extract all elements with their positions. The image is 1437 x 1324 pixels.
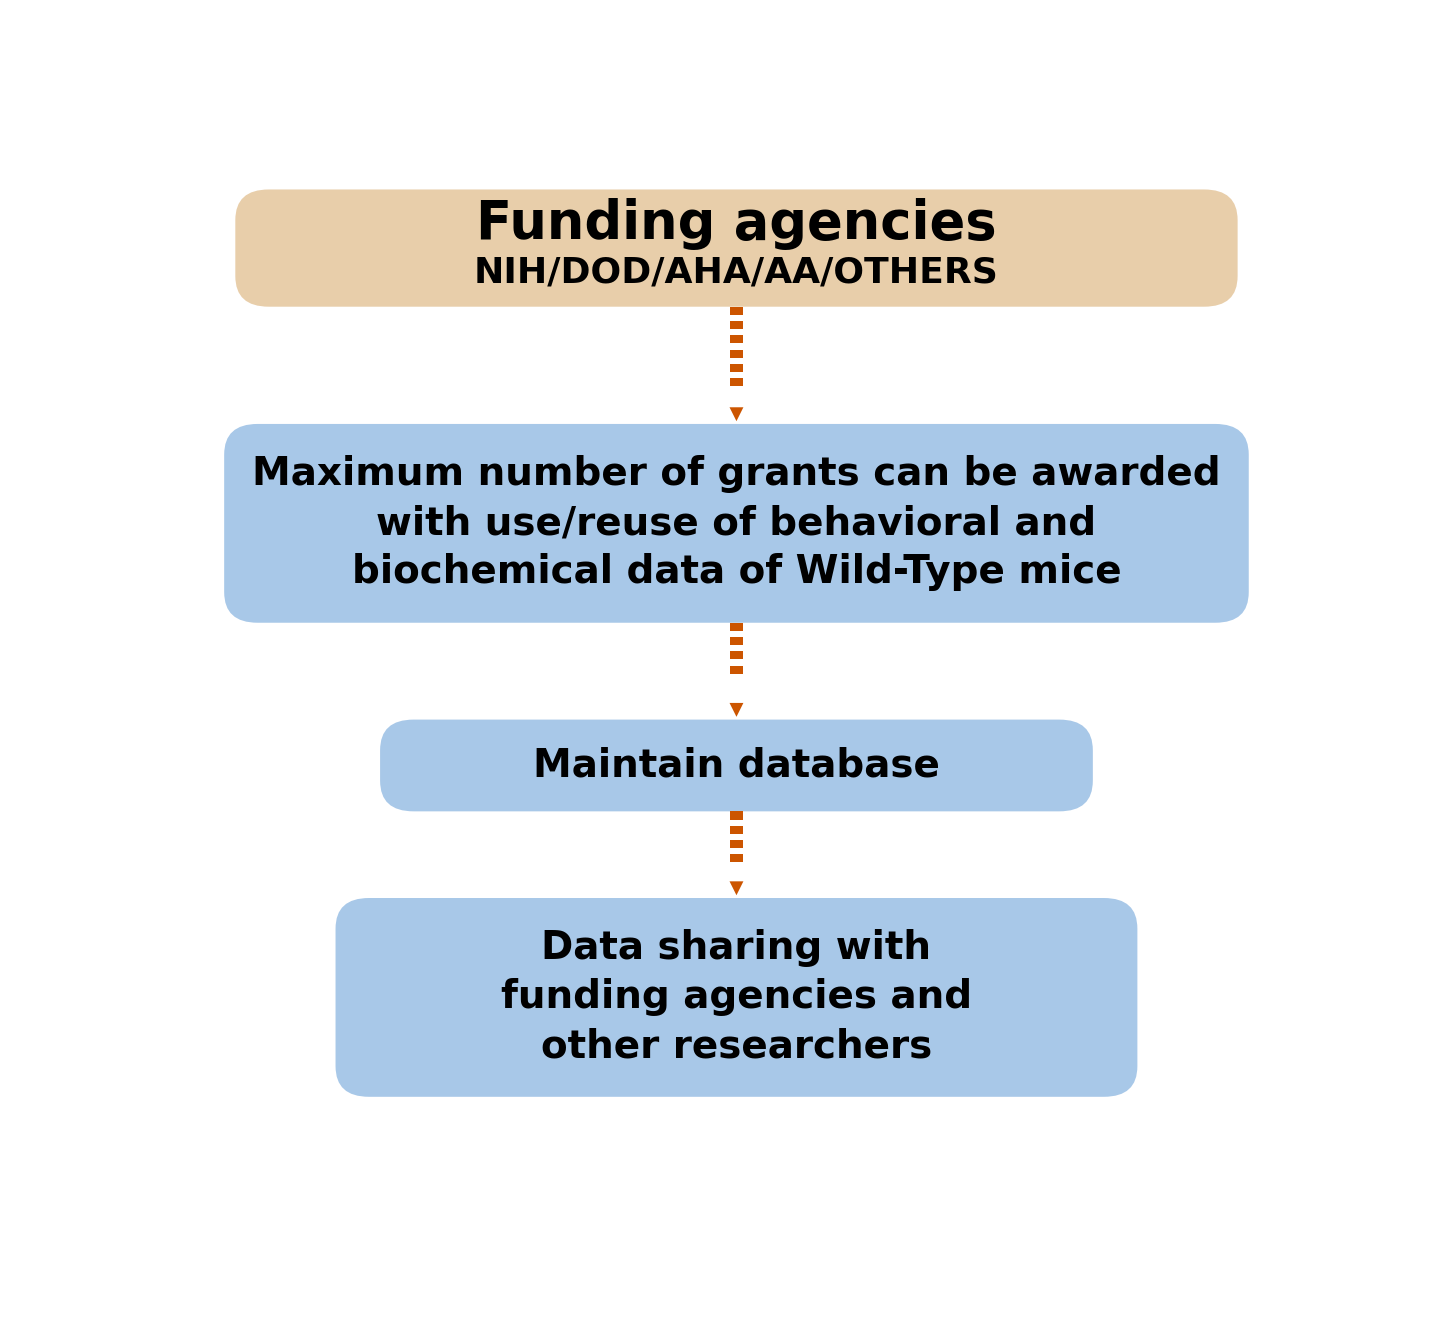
FancyBboxPatch shape (335, 898, 1138, 1096)
FancyBboxPatch shape (730, 335, 743, 343)
FancyBboxPatch shape (379, 720, 1094, 812)
Text: biochemical data of Wild-Type mice: biochemical data of Wild-Type mice (352, 553, 1121, 592)
FancyBboxPatch shape (730, 839, 743, 849)
Text: funding agencies and: funding agencies and (502, 978, 971, 1017)
Text: Maintain database: Maintain database (533, 747, 940, 785)
Text: Data sharing with: Data sharing with (542, 929, 931, 968)
FancyBboxPatch shape (730, 637, 743, 645)
FancyBboxPatch shape (730, 826, 743, 834)
Text: with use/reuse of behavioral and: with use/reuse of behavioral and (376, 504, 1096, 543)
FancyBboxPatch shape (730, 320, 743, 330)
FancyBboxPatch shape (730, 379, 743, 387)
FancyBboxPatch shape (730, 666, 743, 674)
FancyBboxPatch shape (730, 622, 743, 632)
FancyBboxPatch shape (730, 854, 743, 862)
FancyBboxPatch shape (236, 189, 1237, 307)
Text: other researchers: other researchers (540, 1027, 933, 1066)
FancyBboxPatch shape (730, 350, 743, 357)
FancyBboxPatch shape (730, 364, 743, 372)
FancyBboxPatch shape (730, 307, 743, 315)
Text: Funding agencies: Funding agencies (476, 197, 997, 250)
FancyBboxPatch shape (730, 651, 743, 659)
Text: Maximum number of grants can be awarded: Maximum number of grants can be awarded (251, 455, 1221, 494)
FancyBboxPatch shape (730, 812, 743, 820)
Text: NIH/DOD/AHA/AA/OTHERS: NIH/DOD/AHA/AA/OTHERS (474, 256, 999, 290)
FancyBboxPatch shape (224, 424, 1249, 622)
